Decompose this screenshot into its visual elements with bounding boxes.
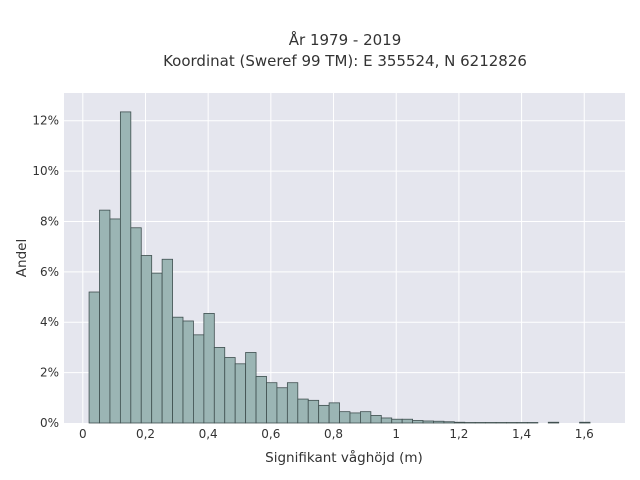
chart-title: År 1979 - 2019 [289,30,402,49]
histogram-bar [286,382,299,424]
histogram-bar [380,417,393,424]
x-tick-label: 1,2 [449,427,468,441]
y-tick-label: 6% [40,265,59,279]
histogram-bar [443,421,455,424]
histogram-bar [172,316,184,424]
histogram-bar [422,420,434,424]
histogram-bar [119,111,132,424]
histogram-bar [579,421,591,424]
histogram-bar [474,422,487,424]
x-axis-ticks: 0 0,2 0,4 0,6 0,8 1 1,2 1,4 1,6 [79,427,594,441]
histogram-bar [349,412,361,424]
histogram-bar [547,421,560,424]
chart-subtitle: Koordinat (Sweref 99 TM): E 355524, N 62… [163,52,527,70]
histogram-bar [140,255,153,424]
x-tick-label: 0,2 [136,427,155,441]
x-tick-label: 1 [392,427,400,441]
histogram-bar [464,422,476,424]
histogram-bar [391,418,403,424]
histogram-bar [495,422,507,424]
histogram-bar [130,227,142,424]
histogram-bar [182,320,194,424]
histogram-bar [401,418,414,424]
x-tick-label: 0,4 [199,427,218,441]
histogram-bar [328,402,340,424]
histogram-bar [213,347,226,424]
y-tick-label: 12% [32,114,59,128]
x-tick-label: 0 [79,427,87,441]
histogram-bar [485,422,497,424]
histogram-bar [516,422,528,424]
histogram-bar [276,387,288,424]
y-tick-label: 4% [40,315,59,329]
x-tick-label: 0,8 [324,427,343,441]
histogram-bar [339,411,351,424]
histogram-bar [151,272,163,424]
x-tick-label: 1,4 [512,427,531,441]
y-axis-label: Andel [14,239,30,277]
histogram-bar [88,291,100,424]
y-tick-label: 8% [40,214,59,228]
histogram-bar [99,209,111,424]
histogram-bar [412,420,424,424]
y-tick-label: 0% [40,416,59,430]
y-axis-ticks: 0% 2% 4% 6% 8% 10% 12% [32,114,59,430]
histogram-bar [255,375,267,424]
histogram-bar [245,352,257,424]
histogram-bar [318,404,330,424]
histogram-bar [234,363,247,424]
histogram-bar [109,218,121,424]
histogram-bar [297,398,309,424]
histogram-bar [224,357,236,424]
histogram-bar [527,422,539,424]
histogram-bar [203,313,215,424]
grid-lines [64,93,625,423]
y-tick-label: 2% [40,366,59,380]
histogram-bar [506,422,518,424]
histogram-bar [433,420,445,424]
histogram-bar [360,411,372,424]
histogram-bar [307,399,320,424]
histogram-bar [161,258,173,424]
y-tick-label: 10% [32,164,59,178]
x-tick-label: 1,6 [575,427,594,441]
histogram-bar [266,382,278,424]
histogram-bar [453,421,466,424]
x-axis-label: Signifikant våghöjd (m) [265,449,423,466]
x-tick-label: 0,6 [261,427,280,441]
histogram-bar [193,334,205,424]
histogram-bars [88,111,591,424]
histogram-bar [370,415,382,424]
